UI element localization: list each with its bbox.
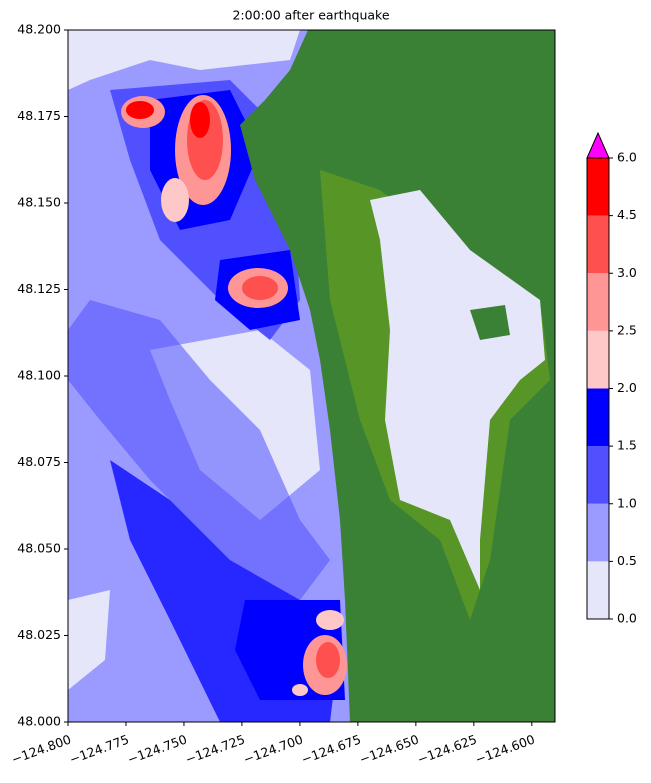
colorbar-segment xyxy=(587,446,609,504)
x-tick-label: −124.625 xyxy=(415,732,479,767)
map xyxy=(68,30,555,722)
colorbar-segment xyxy=(587,273,609,331)
colorbar-segment xyxy=(587,388,609,447)
y-tick-label: 48.000 xyxy=(17,714,61,729)
y-tick-label: 48.150 xyxy=(17,195,61,210)
colorbar-segment xyxy=(587,330,609,389)
colorbar-segment xyxy=(587,215,609,274)
chart-title: 2:00:00 after earthquake xyxy=(232,8,389,23)
x-tick-label: −124.800 xyxy=(9,732,73,767)
x-tick-label: −124.700 xyxy=(241,732,305,767)
x-tick-label: −124.600 xyxy=(473,732,537,767)
x-tick-label: −124.650 xyxy=(357,732,421,767)
colorbar-extend xyxy=(586,131,610,159)
y-tick-label: 48.075 xyxy=(17,454,61,469)
colorbar-tick-label: 2.0 xyxy=(617,380,637,395)
x-tick-label: −124.750 xyxy=(125,732,189,767)
colorbar-segment xyxy=(587,503,609,562)
y-tick-label: 48.125 xyxy=(17,281,61,296)
colorbar-tick-label: 6.0 xyxy=(617,150,637,165)
x-tick-label: −124.775 xyxy=(67,732,131,767)
colorbar-tick-label: 3.0 xyxy=(617,265,637,280)
y-tick-label: 48.100 xyxy=(17,368,61,383)
colorbar-tick-label: 0.5 xyxy=(617,553,637,568)
y-tick-label: 48.050 xyxy=(17,541,61,556)
y-tick-label: 48.175 xyxy=(17,108,61,123)
colorbar-tick-label: 1.5 xyxy=(617,438,637,453)
colorbar-segment xyxy=(587,158,609,216)
y-tick-label: 48.200 xyxy=(17,22,61,37)
y-tick-label: 48.025 xyxy=(17,627,61,642)
colorbar-tick-label: 1.0 xyxy=(617,495,637,510)
x-tick-label: −124.675 xyxy=(299,732,363,767)
colorbar-tick-label: 4.5 xyxy=(617,207,637,222)
colorbar-tick-label: 2.5 xyxy=(617,322,637,337)
colorbar-segment xyxy=(587,561,609,619)
x-tick-label: −124.725 xyxy=(183,732,247,767)
colorbar-tick-label: 0.0 xyxy=(617,611,637,626)
